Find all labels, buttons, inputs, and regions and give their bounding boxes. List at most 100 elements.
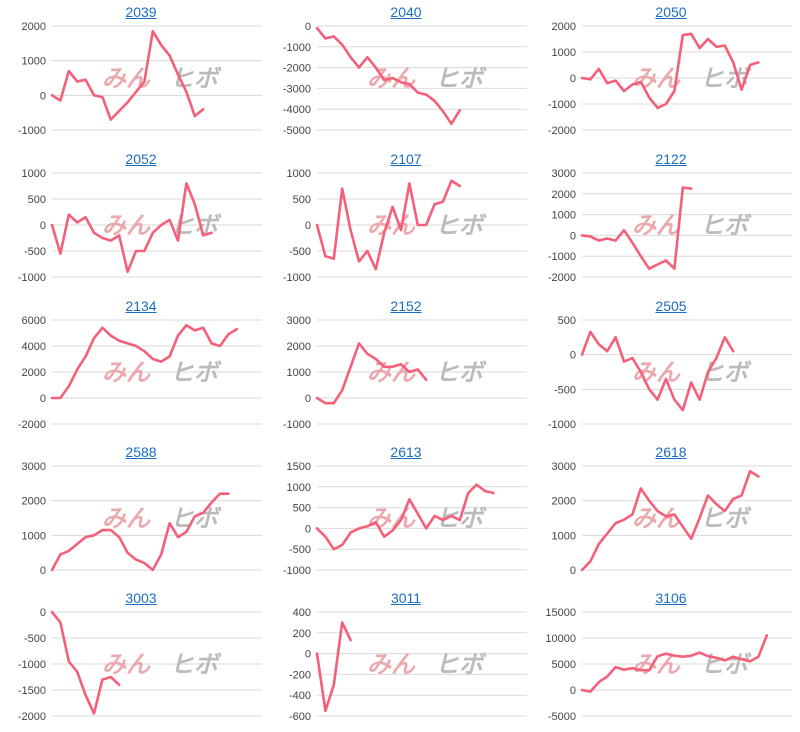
y-tick-label: 6000 [22,315,46,327]
svg-text:みん: みん [367,504,416,532]
svg-text:みん: みん [632,358,681,386]
y-tick-label: 1000 [22,530,46,542]
chart-title-link[interactable]: 2505 [655,298,687,314]
y-tick-label: -2000 [548,272,576,284]
y-tick-label: 2000 [22,21,46,33]
svg-text:ヒボ: ヒボ [435,358,487,386]
watermark-logo: みん ヒボ [102,650,222,678]
series-line [580,330,735,412]
chart-panel: 2052 1000 500 0 -500 -1000 みん ヒボ [10,147,272,293]
chart-title-link[interactable]: 3011 [390,590,422,606]
chart-title-link[interactable]: 2052 [125,151,157,167]
chart-title-link[interactable]: 2134 [125,298,157,314]
svg-text:みん: みん [102,358,151,386]
line-chart: 1000 500 0 -500 -1000 みん ヒボ [18,168,262,284]
svg-text:ヒボ: ヒボ [435,64,487,92]
chart-title-link[interactable]: 2107 [390,151,422,167]
y-tick-label: -500 [554,384,576,396]
y-tick-label: -600 [289,711,311,723]
chart-title-link[interactable]: 2040 [390,4,422,20]
series-line [50,29,205,121]
y-tick-label: -200 [289,669,311,681]
chart-title-link[interactable]: 3003 [125,590,157,606]
y-tick-label: 1000 [552,210,576,222]
y-tick-label: -5000 [548,711,576,723]
y-tick-label: 0 [40,565,46,577]
y-tick-label: -5000 [283,125,311,137]
y-tick-label: -2000 [18,419,46,431]
y-tick-label: 2000 [552,496,576,508]
svg-text:みん: みん [367,211,416,239]
y-tick-label: 0 [570,230,576,242]
chart-panel: 3003 0 -500 -1000 -1500 -2000 みん ヒボ [10,586,272,732]
chart-title-link[interactable]: 2618 [655,444,687,460]
y-tick-label: -1000 [548,419,576,431]
y-tick-label: -1500 [18,685,46,697]
y-tick-label: -1000 [283,419,311,431]
line-chart: 400 200 0 -200 -400 -600 みん ヒボ [289,607,527,723]
series-line [315,483,495,551]
series-line [315,26,462,126]
y-tick-label: -1000 [283,565,311,577]
y-tick-label: -1000 [548,251,576,263]
y-tick-label: 3000 [552,168,576,180]
svg-text:ヒボ: ヒボ [170,358,222,386]
y-tick-label: 0 [570,685,576,697]
y-tick-label: 500 [28,194,46,206]
chart-title-link[interactable]: 2152 [390,298,422,314]
series-line [315,179,462,271]
y-tick-label: -2000 [18,711,46,723]
y-tick-label: 0 [570,565,576,577]
y-tick-label: 500 [558,315,576,327]
series-line [50,323,239,400]
y-tick-label: 5000 [552,659,576,671]
series-line [580,32,760,110]
chart-panel: 2134 6000 4000 2000 0 -2000 みん ヒボ [10,294,272,440]
watermark-logo: みん ヒボ [102,504,222,532]
y-tick-label: 1500 [287,461,311,473]
line-chart: 3000 2000 1000 0 みん ヒボ [22,461,262,577]
y-tick-label: 3000 [552,461,576,473]
chart-title-link[interactable]: 3106 [655,590,687,606]
series-line [315,621,352,713]
y-tick-label: 3000 [287,315,311,327]
y-tick-label: 1000 [552,47,576,59]
y-tick-label: -1000 [283,42,311,54]
svg-text:ヒボ: ヒボ [700,650,752,678]
line-chart: 1000 500 0 -500 -1000 みん ヒボ [283,168,527,284]
chart-title-link[interactable]: 2588 [125,444,157,460]
y-tick-label: 0 [40,90,46,102]
svg-text:みん: みん [367,358,416,386]
y-tick-label: 0 [570,350,576,362]
y-tick-label: -3000 [283,83,311,95]
chart-title-link[interactable]: 2613 [390,444,422,460]
chart-panel: 2618 3000 2000 1000 0 みん ヒボ [540,440,800,586]
y-tick-label: -1000 [18,125,46,137]
svg-text:ヒボ: ヒボ [435,211,487,239]
line-chart: 2000 1000 0 -1000 -2000 みん ヒボ [548,21,792,137]
y-tick-label: 0 [305,523,311,535]
series-line [315,342,428,405]
y-tick-label: 500 [293,194,311,206]
chart-title-link[interactable]: 2122 [655,151,687,167]
chart-title-link[interactable]: 2050 [655,4,687,20]
chart-panel: 2122 3000 2000 1000 0 -1000 -2000 みん ヒボ [540,147,800,293]
chart-panel: 2152 3000 2000 1000 0 -1000 みん ヒボ [275,294,537,440]
chart-title-link[interactable]: 2039 [125,4,157,20]
y-tick-label: 0 [305,220,311,232]
series-line [50,610,121,715]
svg-text:みん: みん [102,504,151,532]
line-chart: 3000 2000 1000 0 -1000 みん ヒボ [283,315,527,431]
svg-text:みん: みん [632,211,681,239]
y-tick-label: -2000 [548,125,576,137]
line-chart: 3000 2000 1000 0 みん ヒボ [552,461,792,577]
y-tick-label: 400 [293,607,311,619]
y-tick-label: 200 [293,628,311,640]
watermark-logo: みん ヒボ [367,650,487,678]
series-line [580,186,693,270]
line-chart: 6000 4000 2000 0 -2000 みん ヒボ [18,315,262,431]
chart-panel: 2613 1500 1000 500 0 -500 -1000 みん ヒボ [275,440,537,586]
